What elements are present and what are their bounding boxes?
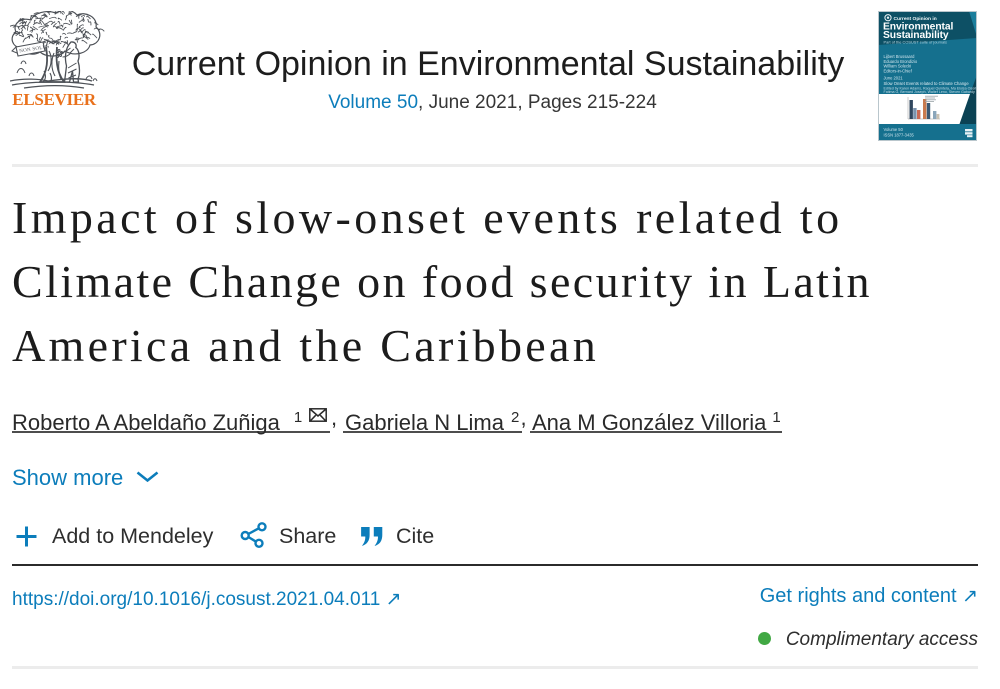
svg-text:Fatima G, Bernard Joseph, Walt: Fatima G, Bernard Joseph, Walter Leno, S… — [884, 90, 976, 94]
svg-text:Edited by Karen Adams, Raquel: Edited by Karen Adams, Raquel Quintela, … — [884, 87, 978, 91]
svg-text:Eduardo Brondizio: Eduardo Brondizio — [884, 59, 918, 64]
svg-text:Sustainability: Sustainability — [883, 30, 949, 41]
svg-text:William Solecki: William Solecki — [884, 64, 912, 69]
svg-text:Environmental: Environmental — [883, 21, 953, 32]
svg-text:ISSN 1877-3435: ISSN 1877-3435 — [884, 132, 915, 137]
svg-text:Slow Onset Events related to C: Slow Onset Events related to Climate Cha… — [884, 81, 970, 86]
svg-text:Lijbert Brussaard: Lijbert Brussaard — [884, 54, 916, 59]
svg-text:Part of the COSUST suite of jo: Part of the COSUST suite of journals — [884, 40, 948, 45]
svg-text:NON SOLUS: NON SOLUS — [19, 45, 50, 55]
svg-text:Current Opinion in: Current Opinion in — [894, 16, 937, 22]
svg-text:ELSEVIER: ELSEVIER — [12, 90, 97, 109]
svg-text:Volume 50: Volume 50 — [884, 127, 904, 132]
svg-text:Editors-in-Chief: Editors-in-Chief — [884, 68, 913, 73]
svg-text:June 2021: June 2021 — [884, 76, 904, 81]
